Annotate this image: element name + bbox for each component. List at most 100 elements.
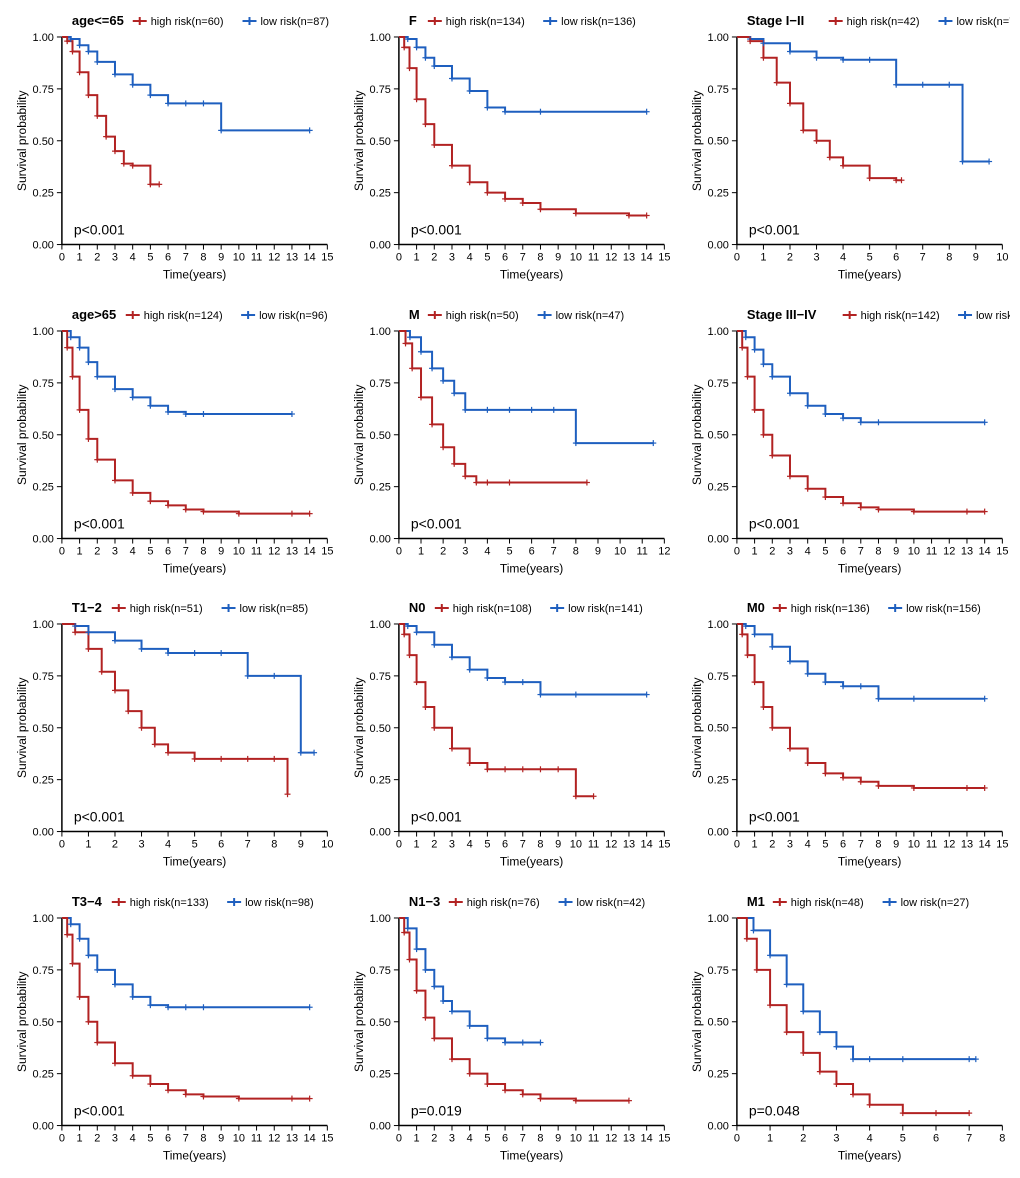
xtick-label: 14 [978,839,990,851]
legend-low: low risk(n=47) [538,310,625,322]
xtick-label: 3 [813,252,819,264]
xtick-label: 4 [165,839,171,851]
p-value: p=0.048 [749,1102,800,1118]
ytick-label: 0.00 [370,1120,391,1132]
svg-text:high risk(n=51): high risk(n=51) [130,603,203,615]
xtick-label: 13 [286,1132,298,1144]
km-panel: 0.000.250.500.751.0001234567891011121314… [10,10,335,288]
p-value: p<0.001 [749,515,800,531]
high-risk-curve [399,330,587,482]
svg-text:high risk(n=50): high risk(n=50) [446,310,519,322]
ytick-label: 0.50 [370,429,391,441]
xtick-label: 2 [787,252,793,264]
xtick-label: 6 [893,252,899,264]
xtick-label: 9 [893,839,899,851]
xtick-label: 6 [840,545,846,557]
legend-high: high risk(n=48) [772,896,863,908]
ytick-label: 0.00 [370,827,391,839]
xtick-label: 8 [271,839,277,851]
svg-text:high risk(n=136): high risk(n=136) [790,603,869,615]
xtick-label: 3 [787,545,793,557]
high-risk-curve [399,917,629,1100]
ytick-label: 0.00 [707,533,728,545]
legend-low: low risk(n=156) [888,603,981,615]
ytick-label: 0.50 [370,136,391,148]
xtick-label: 9 [595,545,601,557]
x-axis-label: Time(years) [500,561,563,575]
xtick-label: 13 [286,252,298,264]
ytick-label: 0.00 [707,1120,728,1132]
svg-text:low risk(n=98): low risk(n=98) [245,897,314,909]
xtick-label: 4 [467,252,473,264]
low-risk-curve [62,330,292,413]
y-axis-label: Survival probability [15,384,29,484]
x-axis-label: Time(years) [163,561,226,575]
ytick-label: 1.00 [707,912,728,924]
xtick-label: 15 [321,252,333,264]
xtick-label: 5 [899,1132,905,1144]
xtick-label: 11 [926,839,937,851]
xtick-label: 2 [94,1132,100,1144]
km-panel-11: 0.000.250.500.751.00012345678Survival pr… [685,891,1010,1169]
p-value: p<0.001 [749,222,800,238]
low-risk-curve [399,330,653,442]
xtick-label: 14 [304,252,316,264]
panel-title: N1−3 [409,894,440,909]
ytick-label: 1.00 [33,912,54,924]
km-panel-9: 0.000.250.500.751.0001234567891011121314… [10,891,335,1169]
xtick-label: 8 [875,839,881,851]
xtick-label: 12 [268,545,280,557]
x-axis-label: Time(years) [838,561,901,575]
high-risk-curve [62,330,310,513]
high-risk-curve [399,624,594,796]
high-risk-curve [737,917,969,1112]
ytick-label: 0.00 [33,827,54,839]
svg-text:high risk(n=60): high risk(n=60) [151,16,224,28]
p-value: p<0.001 [749,809,800,825]
svg-text:high risk(n=133): high risk(n=133) [130,897,209,909]
ytick-label: 0.50 [33,429,54,441]
legend-low: low risk(n=42) [559,897,646,909]
km-panel-1: 0.000.250.500.751.0001234567891011121314… [347,10,672,288]
ytick-label: 1.00 [707,32,728,44]
ytick-label: 1.00 [370,32,391,44]
ytick-label: 0.00 [707,827,728,839]
y-axis-label: Survival probability [690,91,704,191]
legend-low: low risk(n=79) [938,16,1010,28]
xtick-label: 2 [432,252,438,264]
low-risk-curve [737,917,976,1058]
xtick-label: 2 [800,1132,806,1144]
legend-high: high risk(n=50) [428,310,519,322]
panel-title: F [409,13,417,28]
xtick-label: 4 [840,252,846,264]
ytick-label: 0.50 [33,723,54,735]
xtick-label: 0 [733,1132,739,1144]
legend-low: low risk(n=85) [222,603,309,615]
xtick-label: 10 [570,1132,582,1144]
legend-high: high risk(n=76) [449,897,540,909]
legend-low: low risk(n=136) [544,16,637,28]
xtick-label: 1 [418,545,424,557]
xtick-label: 6 [933,1132,939,1144]
svg-text:low risk(n=141): low risk(n=141) [568,603,643,615]
panel-title: M1 [747,893,765,908]
p-value: p<0.001 [74,515,125,531]
xtick-label: 3 [463,545,469,557]
xtick-label: 12 [268,252,280,264]
ytick-label: 1.00 [33,32,54,44]
high-risk-curve [737,624,985,788]
svg-text:low risk(n=42): low risk(n=42) [577,897,646,909]
xtick-label: 0 [59,839,65,851]
low-risk-curve [399,37,647,112]
x-axis-label: Time(years) [838,267,901,281]
xtick-label: 10 [233,252,245,264]
xtick-label: 8 [200,1132,206,1144]
ytick-label: 0.25 [707,188,728,200]
xtick-label: 5 [192,839,198,851]
xtick-label: 14 [641,839,653,851]
xtick-label: 14 [304,545,316,557]
km-panel-10: 0.000.250.500.751.0001234567891011121314… [347,891,672,1169]
ytick-label: 0.75 [370,84,391,96]
x-axis-label: Time(years) [500,267,563,281]
ytick-label: 0.25 [370,1068,391,1080]
